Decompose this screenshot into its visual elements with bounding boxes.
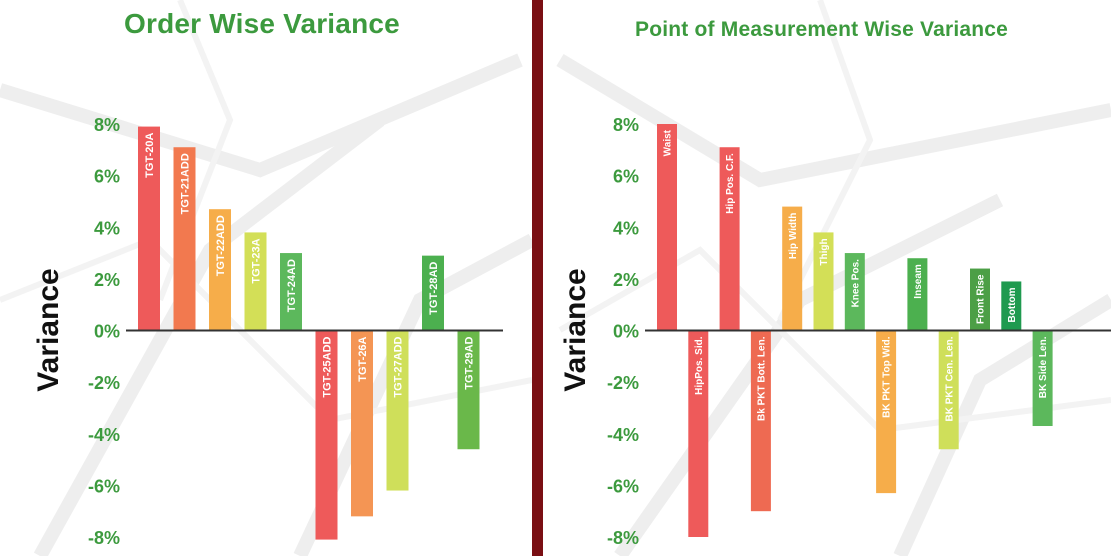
panel-divider xyxy=(532,0,543,556)
y-tick-label: -8% xyxy=(88,528,120,548)
bar-label: BK PKT Top Wid. xyxy=(882,336,893,418)
bar xyxy=(719,147,740,331)
y-tick-label: -4% xyxy=(88,425,120,445)
y-tick-label: 6% xyxy=(94,167,120,187)
bar-label: Thigh xyxy=(819,238,830,265)
order-variance-chart: Variance 8% 6% 4% 2% 0% -2% -4% -6% -8% TGT-20A T… xyxy=(32,115,503,548)
bar xyxy=(844,253,865,331)
bar xyxy=(938,330,959,450)
bar xyxy=(970,268,990,331)
bar xyxy=(782,206,803,331)
bar-label: Hip Width xyxy=(788,213,799,260)
bar xyxy=(315,330,338,540)
bar xyxy=(907,258,928,331)
y-tick-label: 8% xyxy=(94,115,120,135)
bar-label: TGT-26A xyxy=(357,336,369,381)
bar-label: Inseam xyxy=(913,264,924,299)
bar xyxy=(876,330,897,494)
bar-label: TGT-20A xyxy=(144,133,156,178)
bar-label: Waist xyxy=(663,129,674,156)
y-tick-label: -2% xyxy=(88,373,120,393)
bar xyxy=(1032,330,1053,427)
y-tick-label: 6% xyxy=(613,167,639,187)
y-tick-label: -8% xyxy=(607,528,639,548)
bar-label: TGT-22ADD xyxy=(215,215,227,276)
bar-label: TGT-21ADD xyxy=(179,153,191,214)
chart-title: Order Wise Variance xyxy=(124,8,400,39)
y-tick-label: -6% xyxy=(607,476,639,496)
measurement-variance-chart: Variance 8% 6% 4% 2% 0% -2% -4% -6% -8% Waist Hip… xyxy=(559,115,1111,548)
bar-label: HipPos. Sid. xyxy=(694,336,705,395)
bar-label: TGT-24AD xyxy=(286,259,298,312)
bar xyxy=(351,330,373,517)
bar xyxy=(280,253,302,331)
bar xyxy=(244,232,267,331)
y-tick-label: 0% xyxy=(94,322,120,342)
bar-label: TGT-27ADD xyxy=(392,336,404,397)
bar-label: TGT-28AD xyxy=(428,262,440,315)
bar xyxy=(688,330,709,537)
bar xyxy=(209,209,231,331)
y-tick-label: -6% xyxy=(88,476,120,496)
y-tick-label: 4% xyxy=(94,218,120,238)
bar-label: Front Rise xyxy=(976,274,987,324)
y-tick-label: 8% xyxy=(613,115,639,135)
y-tick-label: -2% xyxy=(607,373,639,393)
bar-label: Knee Pos. xyxy=(850,259,861,308)
y-tick-label: 4% xyxy=(613,218,639,238)
bar xyxy=(173,147,196,331)
bar-label: Bk PKT Bott. Len. xyxy=(757,336,768,421)
bar xyxy=(1001,281,1022,331)
bar xyxy=(138,126,160,331)
bar xyxy=(750,330,771,512)
bar-label: BK Side Len. xyxy=(1038,336,1049,398)
y-axis-title: Variance xyxy=(32,268,65,391)
y-tick-label: -4% xyxy=(607,425,639,445)
bar xyxy=(813,232,834,331)
chart-title: Point of Measurement Wise Variance xyxy=(635,18,1009,41)
y-tick-label: 2% xyxy=(94,270,120,290)
bar xyxy=(386,330,409,491)
y-tick-label: 0% xyxy=(613,322,639,342)
order-variance-panel: Order Wise Variance Variance 8% 6% 4% 2% 0% -… xyxy=(0,0,532,556)
bar xyxy=(457,330,480,450)
bar-label: BK PKT Cen. Len. xyxy=(944,336,955,421)
y-tick-label: 2% xyxy=(613,270,639,290)
bar-label: TGT-25ADD xyxy=(321,336,333,397)
bar-label: Bottom xyxy=(1007,287,1018,322)
measurement-variance-panel: Point of Measurement Wise Variance Varia… xyxy=(543,0,1111,556)
bar-label: Hip Pos. C.F. xyxy=(725,153,736,214)
bar xyxy=(657,124,677,331)
bar xyxy=(422,255,444,331)
bar-label: TGT-23A xyxy=(250,238,262,283)
bar-label: TGT-29AD xyxy=(463,336,475,389)
y-axis-title: Variance xyxy=(559,268,592,391)
